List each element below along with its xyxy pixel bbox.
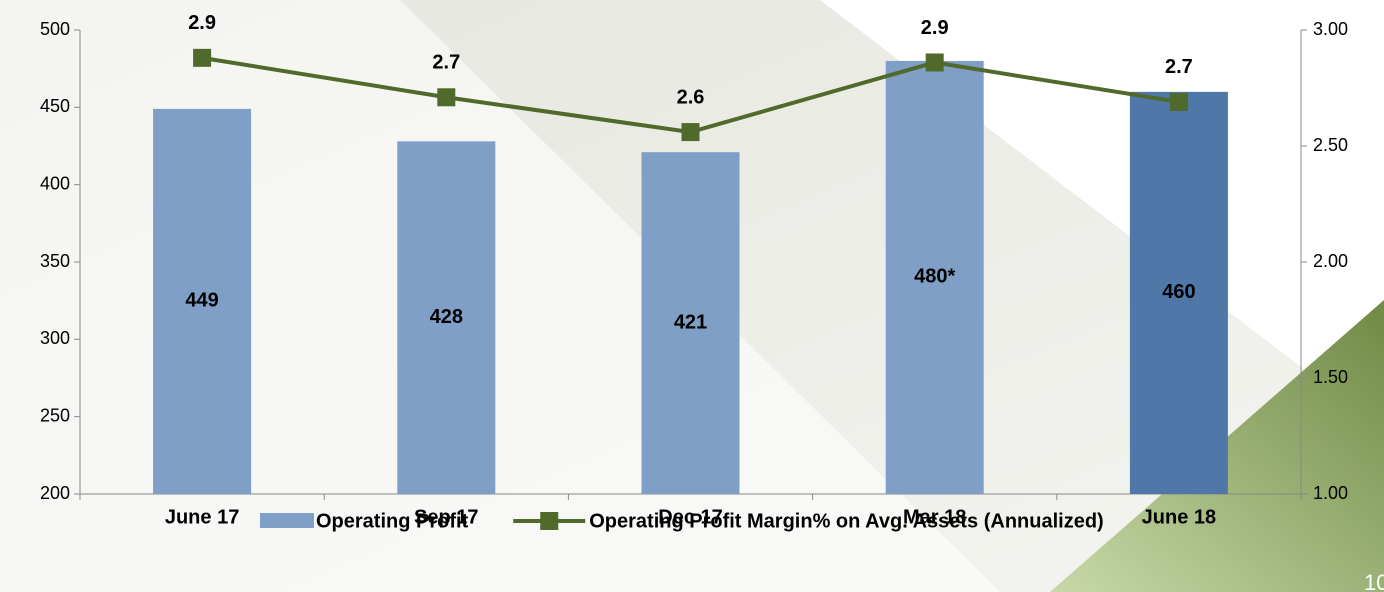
bar (885, 60, 984, 494)
bar-value-label: 460 (1162, 281, 1195, 303)
x-tick-label: Dec 17 (658, 506, 723, 528)
x-tick-label: Mar 18 (903, 506, 966, 528)
line-marker (1169, 92, 1188, 111)
line-marker (925, 53, 944, 72)
legend-swatch (540, 512, 559, 530)
y2-tick-label: 3.00 (1313, 19, 1348, 39)
y-tick-label: 250 (40, 405, 70, 425)
y-tick-label: 300 (40, 328, 70, 348)
bar-value-label: 449 (185, 290, 218, 312)
bar (153, 108, 252, 494)
line-marker (193, 48, 212, 67)
y-tick-label: 450 (40, 96, 70, 116)
bar (397, 141, 496, 495)
bar-value-label: 421 (674, 311, 707, 333)
x-tick-label: Sep 17 (414, 506, 478, 528)
y2-tick-label: 2.00 (1313, 251, 1348, 271)
line-value-label: 2.9 (921, 17, 949, 39)
page-number: 10 (1364, 570, 1384, 592)
legend-label: Operating Profit Margin% on Avg. Assets … (589, 510, 1103, 532)
legend-swatch (260, 513, 314, 528)
x-tick-label: June 18 (1142, 506, 1216, 528)
y2-tick-label: 1.00 (1313, 483, 1348, 503)
bar-value-label: 428 (430, 306, 463, 328)
line-value-label: 2.6 (677, 86, 705, 108)
x-tick-label: June 17 (165, 506, 239, 528)
bar (641, 152, 740, 495)
line-value-label: 2.9 (188, 12, 216, 34)
legend-label: Operating Profit (316, 510, 469, 532)
y-tick-label: 500 (40, 19, 70, 39)
y-tick-label: 200 (40, 483, 70, 503)
line-value-label: 2.7 (432, 52, 460, 74)
y-tick-label: 350 (40, 251, 70, 271)
line-marker (681, 123, 700, 142)
y-tick-label: 400 (40, 173, 70, 193)
y2-tick-label: 1.50 (1313, 367, 1348, 387)
y2-tick-label: 2.50 (1313, 135, 1348, 155)
line-value-label: 2.7 (1165, 56, 1193, 78)
bar-value-label: 480* (914, 266, 955, 288)
line-marker (437, 88, 456, 107)
bar (1129, 91, 1228, 494)
